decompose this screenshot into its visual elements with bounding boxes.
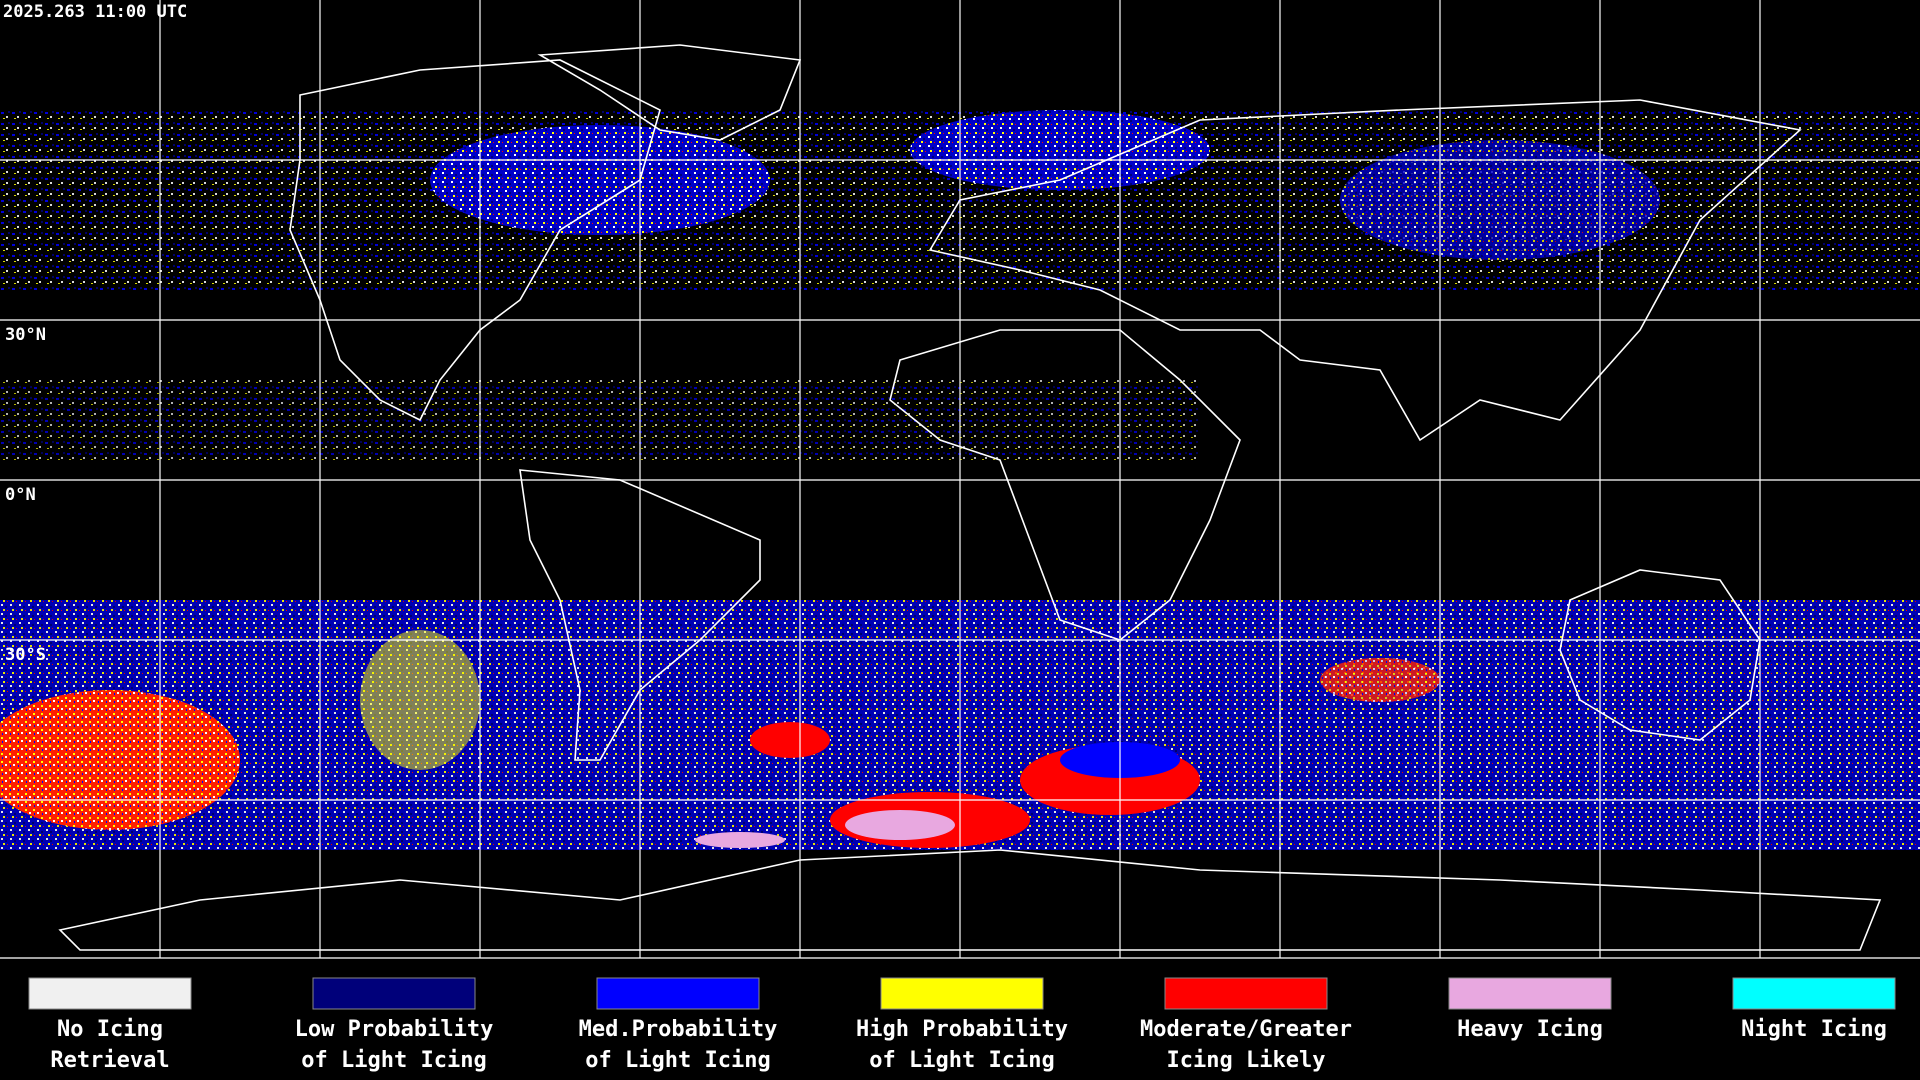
legend-label: No Icing	[57, 1017, 163, 1042]
graticule	[0, 0, 1920, 959]
legend-swatch	[28, 977, 192, 1010]
legend-label: of Light Icing	[869, 1048, 1054, 1073]
icing-area	[750, 722, 830, 758]
overlay: 2025.263 11:00 UTC 30°N 0°N 30°S	[3, 2, 187, 665]
icing-area	[1340, 140, 1660, 260]
icing-area	[360, 630, 480, 770]
icing-area	[695, 832, 785, 848]
legend-swatch	[1732, 977, 1896, 1010]
legend: No Icing Retrieval Low Probability of Light…	[28, 977, 1896, 1073]
legend-label: of Light Icing	[301, 1048, 486, 1073]
icing-area	[430, 125, 770, 235]
legend-label: High Probability	[856, 1017, 1068, 1042]
coastlines	[58, 44, 1882, 951]
timestamp: 2025.263 11:00 UTC	[3, 2, 187, 22]
legend-label: Retrieval	[50, 1048, 169, 1073]
tropical-band	[0, 380, 1200, 460]
legend-swatch	[1164, 977, 1328, 1010]
greenland	[537, 44, 802, 141]
icing-area	[1320, 658, 1440, 702]
australia	[1559, 569, 1761, 741]
icing-area	[845, 810, 955, 840]
north-america	[289, 59, 661, 422]
legend-swatch	[312, 977, 476, 1010]
icing-area	[0, 690, 240, 830]
legend-label: Heavy Icing	[1457, 1017, 1603, 1042]
africa-eurasia	[889, 99, 1802, 641]
legend-swatch	[1448, 977, 1612, 1010]
legend-label: Icing Likely	[1167, 1048, 1326, 1073]
latitude-label: 30°N	[5, 325, 46, 345]
latitude-label: 30°S	[5, 645, 46, 665]
legend-swatch	[596, 977, 760, 1010]
legend-label: Night Icing	[1741, 1017, 1887, 1042]
antarctica	[58, 849, 1882, 951]
legend-label: of Light Icing	[585, 1048, 770, 1073]
legend-swatch	[880, 977, 1044, 1010]
icing-area	[910, 110, 1210, 190]
legend-label: Low Probability	[295, 1017, 494, 1042]
latitude-label: 0°N	[5, 485, 36, 505]
south-america	[519, 469, 761, 761]
legend-label: Moderate/Greater	[1140, 1017, 1352, 1042]
legend-label: Med.Probability	[579, 1017, 778, 1042]
